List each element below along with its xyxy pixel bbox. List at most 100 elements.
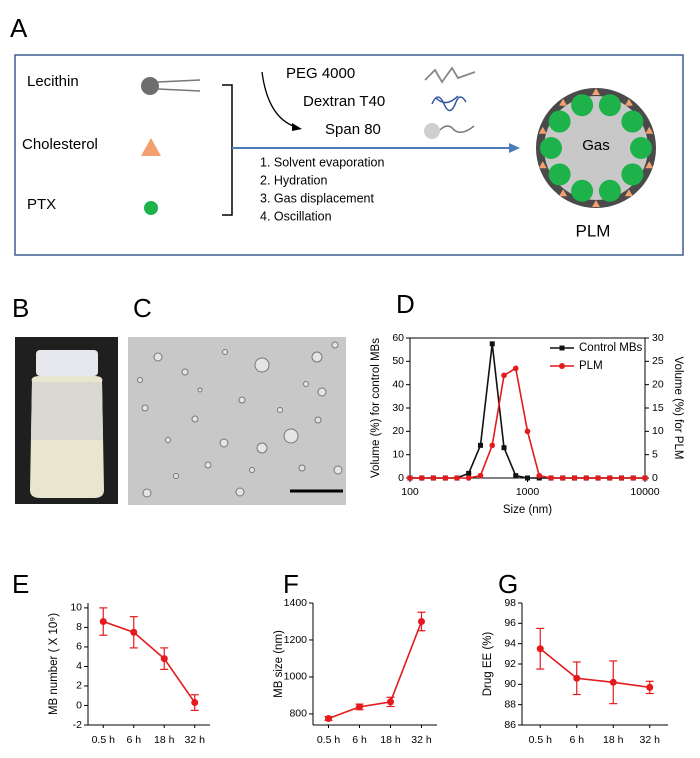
marker bbox=[525, 475, 530, 481]
bubble bbox=[277, 407, 283, 413]
cholesterol-dot bbox=[624, 98, 633, 106]
marker bbox=[191, 699, 199, 707]
panel-label: A bbox=[10, 13, 28, 43]
marker bbox=[548, 475, 554, 481]
bubble bbox=[238, 396, 246, 404]
y-tick-label: 800 bbox=[289, 708, 307, 720]
x-axis-title: Size (nm) bbox=[503, 504, 552, 516]
y-axis-title: Volume (%) for control MBs bbox=[370, 338, 382, 478]
bubble bbox=[142, 488, 152, 498]
marker bbox=[489, 341, 495, 347]
marker bbox=[387, 698, 394, 706]
x-tick-label: 1000 bbox=[516, 486, 540, 498]
bubble bbox=[314, 416, 322, 424]
y2-tick-label: 10 bbox=[652, 425, 664, 437]
span-icon bbox=[424, 123, 440, 139]
marker bbox=[536, 645, 544, 653]
bubble bbox=[181, 368, 189, 376]
x-tick-label: 32 h bbox=[640, 734, 661, 746]
y-tick-label: 88 bbox=[504, 698, 516, 710]
y-tick-label: 92 bbox=[504, 658, 516, 670]
y-tick-label: 40 bbox=[392, 378, 404, 390]
additive: Dextran T40 bbox=[303, 93, 385, 110]
additive: Span 80 bbox=[325, 121, 381, 138]
marker bbox=[501, 445, 507, 451]
marker bbox=[477, 472, 484, 479]
bubble bbox=[222, 349, 228, 355]
cholesterol-dot bbox=[645, 161, 654, 169]
marker bbox=[642, 475, 648, 481]
marker bbox=[524, 428, 531, 435]
y2-tick-label: 25 bbox=[652, 355, 664, 367]
cholesterol-dot bbox=[559, 98, 568, 106]
y2-tick-label: 15 bbox=[652, 402, 664, 414]
step: 4. Oscillation bbox=[260, 209, 332, 223]
marker bbox=[571, 475, 578, 481]
marker bbox=[325, 715, 332, 723]
x-tick-label: 10000 bbox=[630, 486, 659, 498]
marker bbox=[609, 678, 617, 686]
core-label: Gas bbox=[582, 137, 610, 154]
y-tick-label: 50 bbox=[392, 355, 404, 367]
ptx-dot bbox=[548, 163, 571, 186]
ingredient: PTX bbox=[27, 196, 56, 213]
bubble bbox=[256, 442, 268, 454]
marker bbox=[430, 475, 437, 481]
x-tick-label: 18 h bbox=[380, 734, 401, 746]
bubble bbox=[141, 404, 149, 412]
ptx-dot bbox=[621, 110, 644, 133]
cholesterol-dot bbox=[624, 189, 633, 197]
step: 2. Hydration bbox=[260, 173, 327, 187]
series-line bbox=[539, 648, 650, 689]
panel-label: F bbox=[283, 569, 299, 599]
series-line bbox=[102, 620, 196, 704]
x-tick-label: 0.5 h bbox=[92, 734, 116, 746]
cholesterol-dot bbox=[592, 88, 600, 95]
cholesterol-dot bbox=[559, 189, 568, 197]
series-line bbox=[410, 343, 645, 479]
y-tick-label: 6 bbox=[76, 641, 82, 653]
x-tick-label: 18 h bbox=[603, 734, 624, 746]
peg-icon bbox=[424, 66, 476, 84]
marker bbox=[559, 475, 566, 481]
y-tick-label: 0 bbox=[76, 699, 82, 711]
ptx-dot bbox=[630, 137, 652, 159]
marker bbox=[442, 475, 449, 481]
marker bbox=[356, 703, 363, 711]
diagram: Lecithin Cholesterol PTX PEG 4000 Dextra… bbox=[14, 54, 684, 256]
y-tick-label: 1000 bbox=[284, 671, 308, 683]
panel-label: C bbox=[133, 293, 152, 323]
bubble bbox=[249, 467, 255, 473]
y-axis-title: Drug EE (%) bbox=[482, 632, 494, 697]
y-axis-title: MB size (nm) bbox=[273, 630, 285, 698]
marker bbox=[99, 618, 107, 626]
y-tick-label: 4 bbox=[76, 660, 82, 672]
bubble bbox=[137, 377, 143, 383]
y-tick-label: 94 bbox=[504, 637, 516, 649]
x-tick-label: 0.5 h bbox=[317, 734, 341, 746]
x-tick-label: 6 h bbox=[352, 734, 367, 746]
legend-marker bbox=[559, 345, 565, 351]
cholesterol-dot bbox=[538, 161, 547, 169]
y-tick-label: 30 bbox=[392, 402, 404, 414]
vial-photo bbox=[15, 337, 118, 504]
ptx-dot bbox=[621, 163, 644, 186]
marker bbox=[477, 442, 483, 448]
bubble bbox=[153, 352, 163, 362]
legend-label: PLM bbox=[579, 360, 603, 372]
marker bbox=[536, 472, 543, 479]
bubble bbox=[219, 438, 229, 448]
marker bbox=[130, 628, 138, 636]
panel-label: E bbox=[12, 569, 29, 599]
marker bbox=[501, 372, 507, 379]
y-axis-title: MB number ( X 10⁹) bbox=[48, 613, 60, 715]
marker bbox=[595, 475, 601, 481]
x-tick-label: 32 h bbox=[411, 734, 432, 746]
ingredient: Cholesterol bbox=[22, 136, 98, 153]
marker bbox=[512, 365, 519, 372]
y-tick-label: 2 bbox=[76, 680, 82, 692]
ingredient: Lecithin bbox=[27, 73, 79, 90]
x-tick-label: 6 h bbox=[126, 734, 141, 746]
x-tick-label: 100 bbox=[401, 486, 419, 498]
